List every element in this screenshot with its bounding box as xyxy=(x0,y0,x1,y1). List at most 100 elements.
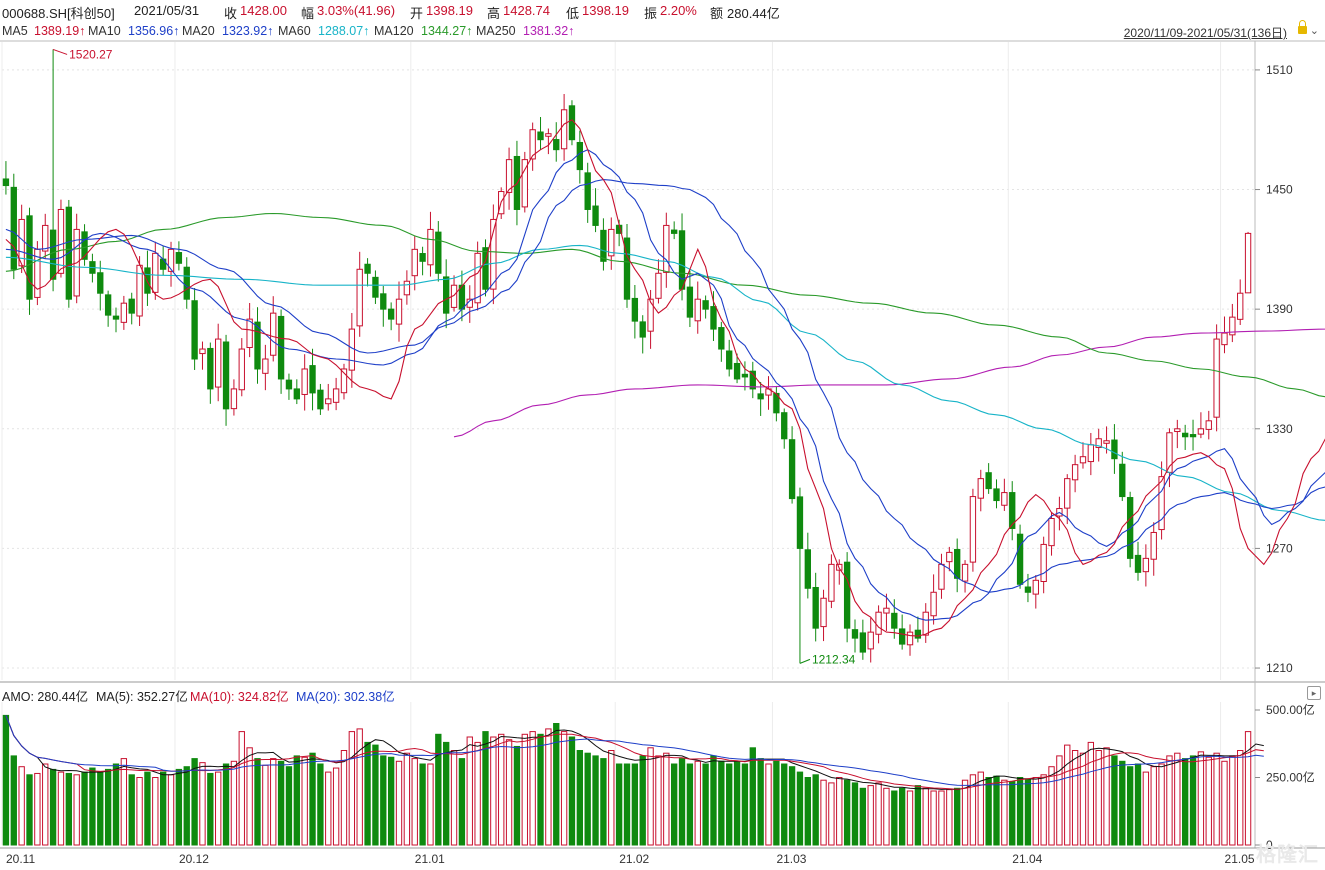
volume-bar xyxy=(1237,750,1244,846)
volume-bar xyxy=(340,750,348,846)
volume-bar xyxy=(765,763,772,846)
candle-body xyxy=(1079,456,1087,464)
volume-bar xyxy=(1174,752,1181,846)
candle-body xyxy=(356,268,363,327)
date-tick-label: 21.01 xyxy=(415,852,445,866)
ma120-label[interactable]: MA120 xyxy=(374,24,414,38)
lock-icon[interactable] xyxy=(1298,20,1307,34)
ma5-label[interactable]: MA5 xyxy=(2,24,28,38)
volume-bar xyxy=(262,764,269,846)
ma60-label[interactable]: MA60 xyxy=(278,24,311,38)
open-value: 1398.19 xyxy=(426,3,473,18)
volume-bar xyxy=(1056,755,1063,846)
volume-bar xyxy=(1229,755,1236,846)
volume-bar xyxy=(859,787,867,846)
volume-bar xyxy=(781,763,788,846)
amount-label: 额 xyxy=(710,6,724,21)
candle-body xyxy=(1134,554,1142,573)
candle-body xyxy=(1024,586,1032,593)
volume-bar xyxy=(592,755,599,846)
volume-bar xyxy=(26,774,33,846)
candle-body xyxy=(781,412,788,440)
volume-bar xyxy=(820,779,827,846)
ma250-line xyxy=(453,328,1325,438)
candle-body xyxy=(167,248,175,272)
volume-bar xyxy=(285,766,293,846)
candle-body xyxy=(529,129,536,160)
candle-body xyxy=(694,298,701,322)
volume-bar xyxy=(49,768,57,846)
volume-bar xyxy=(1126,766,1134,846)
volume-bar xyxy=(403,752,411,846)
volume-bar xyxy=(828,782,835,846)
volume-bar xyxy=(584,752,591,846)
candle-body xyxy=(584,172,591,210)
amount-value: 280.44亿 xyxy=(727,6,780,21)
chevron-down-icon[interactable]: ⌄ xyxy=(1309,25,1319,37)
ma250-label[interactable]: MA250 xyxy=(476,24,516,38)
volume-bar xyxy=(222,763,230,846)
candle-body xyxy=(663,224,670,273)
candle-body xyxy=(686,286,694,318)
ma20-label[interactable]: MA20 xyxy=(182,24,215,38)
candle-body xyxy=(364,263,371,274)
volume-bar xyxy=(1024,778,1032,846)
candle-body xyxy=(1103,440,1110,444)
volume-bar xyxy=(788,766,796,846)
volume-bar xyxy=(1009,781,1016,846)
candle-body xyxy=(104,294,112,316)
candle-body xyxy=(914,629,922,639)
volume-bar xyxy=(969,774,977,846)
candle-body xyxy=(1032,579,1039,595)
candle-body xyxy=(340,368,348,394)
candle-body xyxy=(1009,492,1016,529)
candle-body xyxy=(1142,557,1150,573)
volume-bar xyxy=(938,790,945,846)
volume-bar xyxy=(395,760,403,846)
candle-body xyxy=(1095,438,1102,448)
symbol-code[interactable]: 000688.SH[科创50] xyxy=(2,6,115,21)
date-tick-label: 20.12 xyxy=(179,852,209,866)
volume-bar xyxy=(1095,750,1102,846)
volume-bar xyxy=(128,774,135,846)
volume-bar xyxy=(81,771,88,846)
volume-bar xyxy=(175,768,183,846)
candle-body xyxy=(537,131,544,141)
candle-body xyxy=(10,186,17,270)
candle-body xyxy=(647,298,654,332)
candle-body xyxy=(1229,316,1236,336)
volume-bar xyxy=(804,777,811,846)
volume-bar xyxy=(1040,774,1047,846)
volume-tick-label: 250.00亿 xyxy=(1266,770,1315,785)
date-tick-label: 20.11 xyxy=(6,852,35,866)
volume-bar xyxy=(741,763,749,846)
candle-body xyxy=(906,631,914,646)
volume-bar xyxy=(34,772,41,846)
candle-body xyxy=(175,252,183,264)
amp-value: 2.20% xyxy=(660,3,697,18)
candle-body xyxy=(1205,420,1212,430)
volume-bar xyxy=(246,747,253,846)
date-tick-label: 21.02 xyxy=(619,852,649,866)
candle-body xyxy=(183,266,190,300)
date-range[interactable]: 2020/11/09-2021/05/31(136日) xyxy=(1123,26,1287,40)
volume-bar xyxy=(2,714,10,846)
candle-body xyxy=(1189,434,1197,438)
volume-bar xyxy=(89,767,96,846)
ma10-label[interactable]: MA10 xyxy=(88,24,121,38)
expand-icon[interactable]: ▸ xyxy=(1307,686,1321,700)
ma20-value: 1323.92↑ xyxy=(222,24,274,38)
candle-body xyxy=(1001,492,1008,506)
candle-body xyxy=(1016,533,1024,585)
candle-body xyxy=(977,478,984,499)
volume-bar xyxy=(718,760,725,846)
ma10-value: 1356.96↑ xyxy=(128,24,180,38)
volume-bars xyxy=(2,714,1252,846)
candle-body xyxy=(946,551,953,563)
candle-body xyxy=(191,300,198,360)
volume-bar xyxy=(450,750,458,846)
candle-body xyxy=(222,341,230,410)
candle-body xyxy=(112,315,120,320)
candle-body xyxy=(922,611,929,636)
